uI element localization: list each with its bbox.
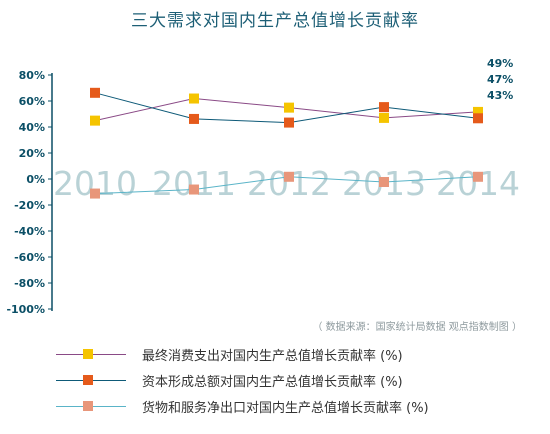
y-tick-label: 60% — [19, 95, 45, 108]
data-point — [90, 87, 100, 98]
y-tick-label: -100% — [6, 303, 45, 316]
data-point — [473, 106, 483, 117]
legend: 最终消费支出对国内生产总值增长贡献率 (%) 资本形成总额对国内生产总值增长贡献率… — [52, 343, 532, 421]
data-point — [473, 171, 483, 182]
data-point — [189, 93, 199, 104]
data-point — [379, 176, 389, 187]
legend-item: 资本形成总额对国内生产总值增长贡献率 (%) — [52, 369, 532, 395]
data-point — [284, 117, 294, 128]
y-tick-label: 20% — [19, 147, 45, 160]
data-point — [90, 115, 100, 126]
y-tick-label: -20% — [14, 199, 45, 212]
y-tick-label: 40% — [19, 121, 45, 134]
data-point — [189, 184, 199, 195]
y-tick-label: -40% — [14, 225, 45, 238]
y-tick-label: 0% — [26, 173, 45, 186]
y-tick-label: 80% — [19, 69, 45, 82]
legend-label: 最终消费支出对国内生产总值增长贡献率 (%) — [142, 349, 403, 364]
chart-title: 三大需求对国内生产总值增长贡献率 — [131, 11, 419, 31]
data-point — [473, 113, 483, 124]
data-point — [379, 102, 389, 113]
legend-label: 货物和服务净出口对国内生产总值增长贡献率 (%) — [142, 401, 429, 416]
data-label: 47% — [487, 73, 513, 86]
data-point — [284, 171, 294, 182]
legend-item: 最终消费支出对国内生产总值增长贡献率 (%) — [52, 343, 532, 369]
legend-marker — [83, 375, 93, 385]
legend-marker — [83, 349, 93, 359]
data-source-note: （ 数据来源：国家统计局数据 观点指数制图 ） — [312, 322, 522, 333]
data-point — [379, 112, 389, 123]
data-label: 49% — [487, 57, 513, 70]
legend-item: 货物和服务净出口对国内生产总值增长贡献率 (%) — [52, 395, 532, 421]
category-label: 2012 — [247, 164, 331, 203]
legend-label: 资本形成总额对国内生产总值增长贡献率 (%) — [142, 375, 403, 390]
legend-marker — [83, 401, 93, 411]
data-point — [189, 113, 199, 124]
category-label: 2014 — [436, 164, 520, 203]
data-label: 43% — [487, 89, 513, 102]
data-point — [90, 188, 100, 199]
y-tick-label: -80% — [14, 277, 45, 290]
category-label: 2011 — [152, 164, 236, 203]
data-point — [284, 102, 294, 113]
y-tick-label: -60% — [14, 251, 45, 264]
